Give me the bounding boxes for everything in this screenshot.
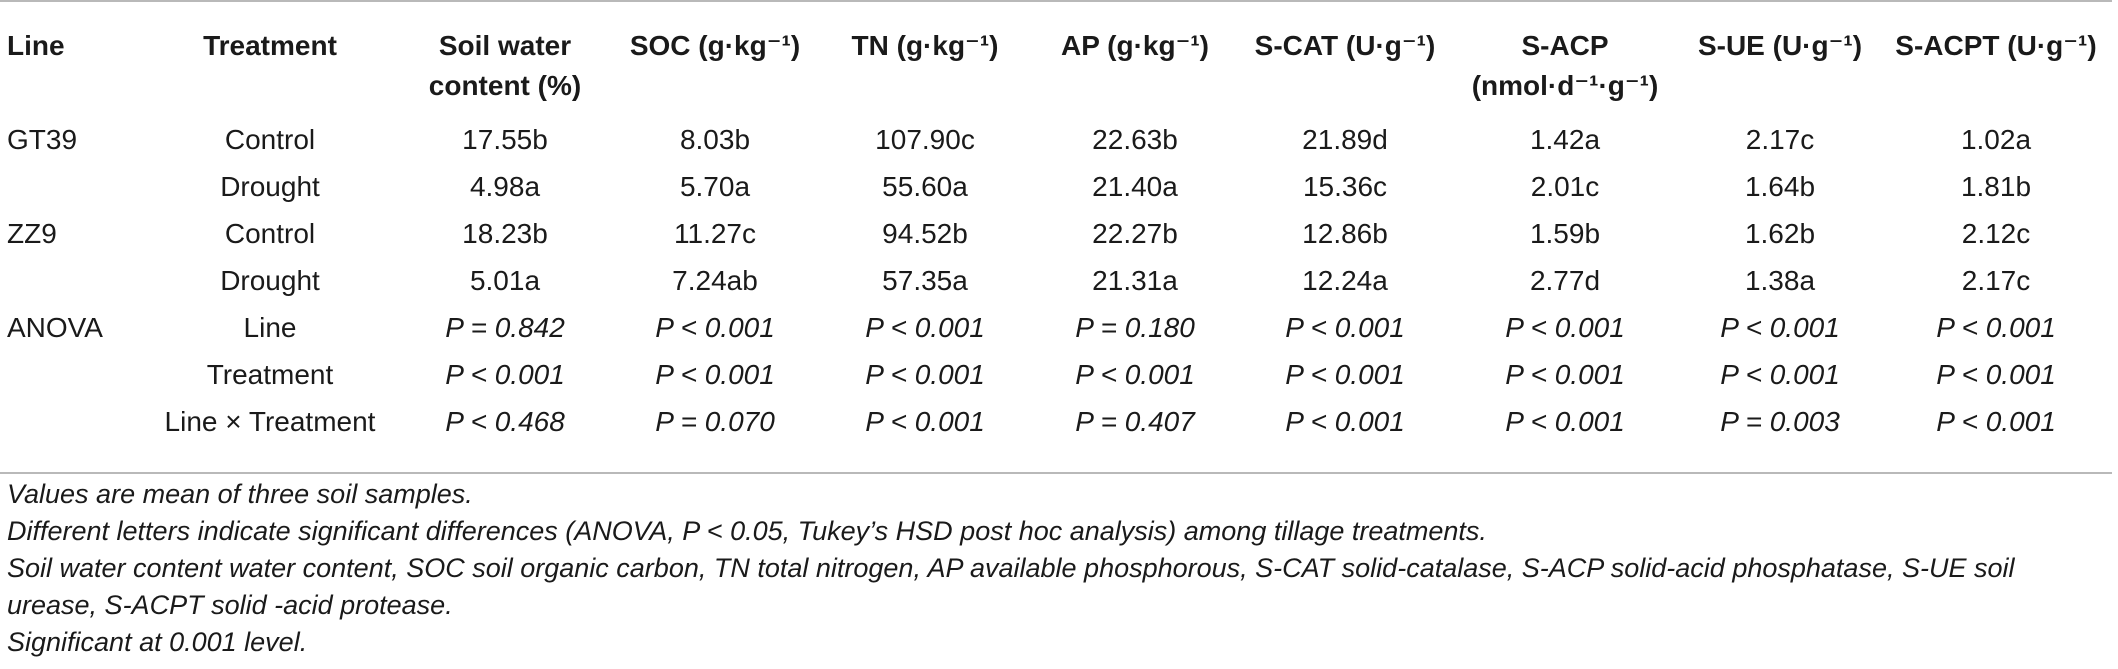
- footnote: Significant at 0.001 level.: [7, 627, 308, 657]
- cell-value: 2.17c: [1961, 265, 2031, 296]
- cell-p-value: P < 0.001: [1285, 406, 1405, 437]
- cell-value: 7.24ab: [672, 265, 758, 296]
- cell-line: ANOVA: [7, 312, 103, 343]
- top-rule: [0, 0, 2112, 2]
- cell-p-value: P < 0.001: [1285, 359, 1405, 390]
- cell-value: 17.55b: [462, 124, 548, 155]
- cell-value: 1.64b: [1744, 171, 1816, 202]
- cell-p-value: P < 0.001: [1285, 312, 1405, 343]
- cell-value: 107.90c: [875, 124, 975, 155]
- cell-treatment: Drought: [220, 171, 320, 202]
- table-row: Drought 5.01a 7.24ab 57.35a 21.31a 12.24…: [0, 257, 2112, 304]
- cell-value: 18.23b: [462, 218, 548, 249]
- cell-p-value: P < 0.001: [1075, 359, 1195, 390]
- cell-value: 21.40a: [1092, 171, 1178, 202]
- cell-value: 2.01c: [1530, 171, 1600, 202]
- column-header-s-cat: S-CAT (U·g⁻¹): [1254, 30, 1436, 61]
- cell-value: 1.42a: [1529, 124, 1601, 155]
- cell-p-value: P = 0.842: [445, 312, 565, 343]
- cell-p-value: P < 0.001: [1720, 312, 1840, 343]
- cell-p-value: P = 0.180: [1075, 312, 1195, 343]
- cell-p-value: P < 0.001: [1720, 359, 1840, 390]
- column-header-s-acp: S-ACP (nmol·d⁻¹·g⁻¹): [1471, 30, 1659, 101]
- cell-value: 15.36c: [1302, 171, 1388, 202]
- cell-value: 12.86b: [1302, 218, 1388, 249]
- cell-treatment: Drought: [220, 265, 320, 296]
- cell-p-value: P = 0.070: [655, 406, 775, 437]
- cell-value: 4.98a: [469, 171, 541, 202]
- cell-line: [0, 257, 140, 304]
- table-row: Line × Treatment P < 0.468 P = 0.070 P <…: [0, 398, 2112, 445]
- cell-treatment: Control: [224, 218, 316, 249]
- cell-p-value: P < 0.001: [865, 359, 985, 390]
- cell-line: [0, 398, 140, 445]
- cell-p-value: P < 0.001: [1505, 359, 1625, 390]
- table-row: Treatment P < 0.001 P < 0.001 P < 0.001 …: [0, 351, 2112, 398]
- column-header-soil-water-content: Soil water content (%): [428, 30, 582, 101]
- footnote: Different letters indicate significant d…: [7, 516, 1487, 546]
- cell-value: 5.70a: [679, 171, 751, 202]
- cell-value: 5.01a: [469, 265, 541, 296]
- footnote: Values are mean of three soil samples.: [7, 479, 473, 509]
- cell-treatment: Treatment: [206, 359, 334, 390]
- cell-p-value: P < 0.001: [1505, 406, 1625, 437]
- cell-p-value: P < 0.001: [865, 312, 985, 343]
- cell-value: 1.81b: [1960, 171, 2032, 202]
- cell-value: 21.31a: [1092, 265, 1178, 296]
- cell-value: 2.77d: [1529, 265, 1601, 296]
- cell-treatment: Line × Treatment: [164, 406, 376, 437]
- cell-line: [0, 163, 140, 210]
- footnote: Soil water content water content, SOC so…: [7, 553, 2015, 620]
- column-header-soc: SOC (g·kg⁻¹): [629, 30, 801, 61]
- column-header-line: Line: [7, 30, 65, 61]
- cell-p-value: P < 0.001: [445, 359, 565, 390]
- cell-p-value: P < 0.001: [1936, 359, 2056, 390]
- cell-value: 8.03b: [679, 124, 751, 155]
- cell-p-value: P < 0.001: [655, 312, 775, 343]
- cell-value: 2.12c: [1961, 218, 2031, 249]
- cell-p-value: P = 0.003: [1720, 406, 1840, 437]
- cell-value: 12.24a: [1302, 265, 1388, 296]
- cell-line: GT39: [7, 124, 78, 155]
- cell-value: 57.35a: [882, 265, 968, 296]
- table-row: ZZ9 Control 18.23b 11.27c 94.52b 22.27b …: [0, 210, 2112, 257]
- cell-line: [0, 351, 140, 398]
- table-footnotes: Values are mean of three soil samples. D…: [7, 476, 2107, 661]
- cell-p-value: P < 0.001: [655, 359, 775, 390]
- cell-p-value: P = 0.407: [1075, 406, 1195, 437]
- cell-line: ZZ9: [7, 218, 57, 249]
- cell-value: 22.27b: [1092, 218, 1178, 249]
- cell-value: 94.52b: [882, 218, 968, 249]
- cell-value: 21.89d: [1302, 124, 1388, 155]
- cell-value: 1.59b: [1529, 218, 1601, 249]
- column-header-treatment: Treatment: [203, 30, 337, 61]
- cell-value: 1.62b: [1744, 218, 1816, 249]
- cell-p-value: P < 0.001: [1936, 406, 2056, 437]
- cell-value: 1.02a: [1960, 124, 2032, 155]
- cell-value: 11.27c: [674, 218, 756, 249]
- column-header-tn: TN (g·kg⁻¹): [851, 30, 999, 61]
- data-table: Line Treatment Soil water content (%) SO…: [0, 6, 2112, 445]
- table-row: ANOVA Line P = 0.842 P < 0.001 P < 0.001…: [0, 304, 2112, 351]
- cell-p-value: P < 0.001: [1505, 312, 1625, 343]
- cell-value: 55.60a: [882, 171, 968, 202]
- column-header-ap: AP (g·kg⁻¹): [1060, 30, 1210, 61]
- cell-treatment: Control: [224, 124, 316, 155]
- cell-value: 22.63b: [1092, 124, 1178, 155]
- table-row: GT39 Control 17.55b 8.03b 107.90c 22.63b…: [0, 116, 2112, 163]
- table-row: Drought 4.98a 5.70a 55.60a 21.40a 15.36c…: [0, 163, 2112, 210]
- table-bottom-rule: [0, 472, 2112, 474]
- cell-p-value: P < 0.468: [445, 406, 565, 437]
- cell-value: 2.17c: [1745, 124, 1815, 155]
- cell-p-value: P < 0.001: [1936, 312, 2056, 343]
- column-header-s-ue: S-UE (U·g⁻¹): [1697, 30, 1863, 61]
- header-row: Line Treatment Soil water content (%) SO…: [0, 6, 2112, 116]
- cell-treatment: Line: [243, 312, 297, 343]
- cell-p-value: P < 0.001: [865, 406, 985, 437]
- cell-value: 1.38a: [1744, 265, 1816, 296]
- column-header-s-acpt: S-ACPT (U·g⁻¹): [1895, 30, 2097, 61]
